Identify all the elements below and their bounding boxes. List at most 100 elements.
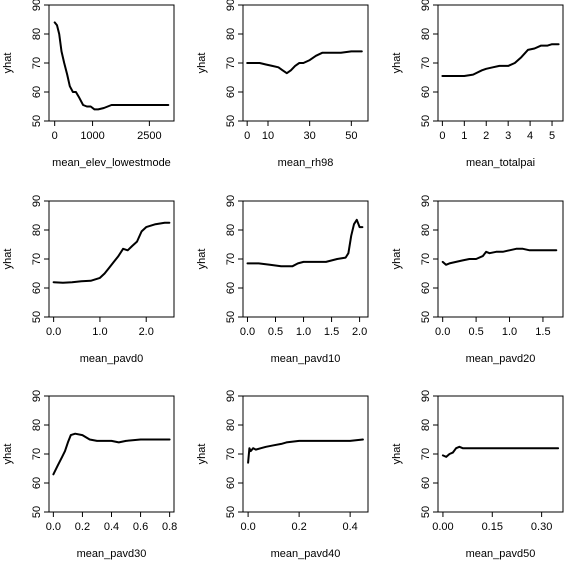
x-tick-label: 1.0 [502, 326, 517, 338]
panel-mean_pavd0: 50 60 70 80 90 0.0 1.0 2.0 mean_pavd0 yhat [2, 195, 175, 365]
x-axis-label: mean_pavd0 [80, 353, 144, 365]
x-tick-label: 0.0 [46, 521, 61, 533]
x-tick-label: 2500 [137, 130, 161, 142]
x-tick-label: 1 [461, 130, 467, 142]
y-tick-label: 80 [420, 28, 432, 40]
y-axis-label: yhat [391, 249, 403, 270]
y-tick-label: 80 [225, 224, 237, 236]
partial-dependence-line [246, 218, 364, 268]
x-tick-label: 0.30 [531, 521, 552, 533]
partial-dependence-line [441, 247, 558, 266]
y-axis-label: yhat [2, 444, 14, 465]
y-tick-label: 60 [420, 86, 432, 98]
y-tick-label: 60 [31, 86, 43, 98]
x-tick-label: 1.5 [324, 326, 339, 338]
x-axis-label: mean_totalpai [466, 157, 535, 169]
y-tick-label: 90 [225, 0, 237, 11]
plot-frame [437, 395, 564, 513]
x-axis-label: mean_rh98 [278, 157, 334, 169]
y-tick-label: 90 [31, 195, 43, 207]
y-tick-label: 70 [31, 448, 43, 460]
y-tick-label: 50 [31, 311, 43, 323]
x-tick-label: 0.0 [46, 326, 61, 338]
x-tick-label: 2 [483, 130, 489, 142]
x-tick-label: 3 [505, 130, 511, 142]
y-tick-label: 80 [31, 28, 43, 40]
plot-frame [242, 200, 369, 318]
plot-frame [48, 4, 175, 122]
y-tick-label: 70 [225, 253, 237, 265]
plot-frame [437, 200, 564, 318]
x-tick-label: 1000 [80, 130, 104, 142]
plot-frame [48, 395, 175, 513]
x-tick-label: 0.5 [468, 326, 483, 338]
x-tick-label: 10 [262, 130, 274, 142]
x-tick-label: 0.4 [342, 521, 357, 533]
plot-frame [48, 200, 175, 318]
y-tick-label: 50 [225, 506, 237, 518]
x-axis-label: mean_elev_lowestmode [52, 157, 171, 169]
partial-dependence-line [441, 43, 560, 77]
x-tick-label: 1.0 [296, 326, 311, 338]
x-tick-label: 0 [52, 130, 58, 142]
x-tick-label: 0.4 [104, 521, 119, 533]
y-tick-label: 60 [420, 282, 432, 294]
y-tick-label: 70 [31, 57, 43, 69]
y-tick-label: 70 [420, 57, 432, 69]
x-tick-label: 0 [244, 130, 250, 142]
y-tick-label: 80 [31, 224, 43, 236]
y-tick-label: 90 [420, 0, 432, 11]
y-tick-label: 50 [31, 506, 43, 518]
y-tick-label: 90 [31, 390, 43, 402]
x-tick-label: 0.15 [482, 521, 503, 533]
x-tick-label: 1.0 [92, 326, 107, 338]
x-axis-label: mean_pavd40 [271, 548, 341, 560]
y-tick-label: 50 [225, 311, 237, 323]
y-tick-label: 60 [31, 282, 43, 294]
partial-dependence-line [52, 221, 171, 284]
panel-mean_rh98: 50 60 70 80 90 0 10 30 50 mean_rh98 yhat [196, 0, 369, 169]
x-tick-label: 0.0 [240, 521, 255, 533]
x-tick-label: 0.8 [162, 521, 177, 533]
x-tick-label: 5 [549, 130, 555, 142]
y-axis-label: yhat [196, 249, 208, 270]
partial-dependence-line [247, 438, 364, 464]
y-axis-label: yhat [196, 53, 208, 74]
y-axis-label: yhat [2, 53, 14, 74]
y-tick-label: 60 [225, 86, 237, 98]
y-tick-label: 60 [31, 477, 43, 489]
plot-frame [242, 395, 369, 513]
y-tick-label: 60 [225, 282, 237, 294]
x-tick-label: 0.5 [268, 326, 283, 338]
x-axis-label: mean_pavd30 [77, 548, 147, 560]
x-tick-label: 0.00 [432, 521, 453, 533]
y-tick-label: 80 [420, 419, 432, 431]
y-tick-label: 50 [420, 506, 432, 518]
y-axis-label: yhat [391, 444, 403, 465]
x-tick-label: 2.0 [139, 326, 154, 338]
x-tick-label: 0.2 [75, 521, 90, 533]
partial-dependence-line [246, 50, 363, 75]
x-axis-label: mean_pavd20 [466, 353, 536, 365]
y-axis-label: yhat [2, 249, 14, 270]
y-tick-label: 50 [420, 115, 432, 127]
y-tick-label: 90 [420, 195, 432, 207]
y-tick-label: 90 [225, 390, 237, 402]
y-tick-label: 50 [225, 115, 237, 127]
x-tick-label: 50 [345, 130, 357, 142]
y-tick-label: 70 [31, 253, 43, 265]
panel-mean_elev_lowestmode: 50 60 70 80 90 0 1000 2500 mean_elev_lowestmode y… [2, 0, 175, 169]
y-tick-label: 50 [420, 311, 432, 323]
y-tick-label: 50 [31, 115, 43, 127]
x-tick-label: 0 [439, 130, 445, 142]
y-tick-label: 90 [31, 0, 43, 11]
y-tick-label: 90 [420, 390, 432, 402]
partial-dependence-line [441, 445, 560, 458]
y-tick-label: 80 [225, 28, 237, 40]
y-tick-label: 80 [420, 224, 432, 236]
partial-dependence-line [53, 21, 170, 111]
panel-mean_totalpai: 50 60 70 80 90 0 1 2 3 4 5 mean_totalpai yhat [391, 0, 564, 169]
y-tick-label: 90 [225, 195, 237, 207]
plot-frame [437, 4, 564, 122]
